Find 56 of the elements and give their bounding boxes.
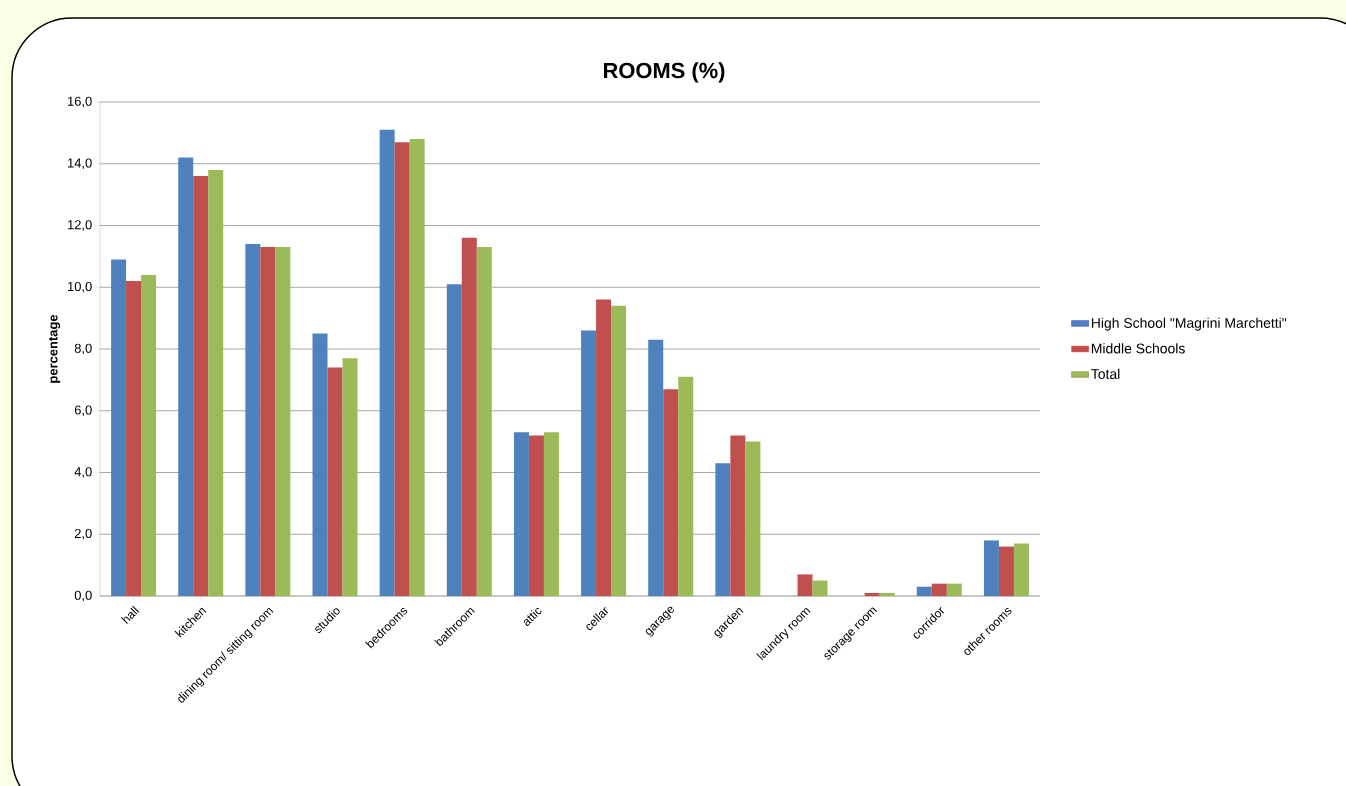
bar (528, 435, 544, 596)
bar (327, 367, 343, 596)
y-tick-label: 14,0 (68, 158, 92, 170)
bar (648, 339, 664, 596)
bar (126, 281, 142, 596)
bar (998, 546, 1014, 596)
bar (446, 284, 462, 596)
bar (678, 376, 694, 596)
y-tick-label: 12,0 (68, 220, 92, 231)
bar (596, 299, 612, 596)
legend-label: Total (1091, 368, 1120, 379)
bar (476, 247, 492, 596)
bar (946, 583, 962, 596)
y-tick-label: 2,0 (74, 528, 92, 540)
bar (1013, 543, 1029, 596)
bar (513, 432, 529, 596)
bar (141, 274, 157, 596)
bar (745, 441, 761, 596)
bar (730, 435, 746, 596)
bar (178, 157, 194, 596)
y-tick-label: 16,0 (68, 96, 92, 108)
legend-label: Middle Schools (1091, 343, 1185, 354)
bar (394, 142, 410, 596)
x-tick-label: attic (523, 607, 542, 626)
y-tick-label: 4,0 (74, 467, 92, 478)
bar (983, 540, 999, 596)
bar (111, 259, 127, 596)
bar (581, 330, 597, 596)
bar (797, 574, 813, 596)
bar (715, 463, 731, 596)
bar (461, 237, 477, 596)
bar (245, 244, 261, 596)
bar (916, 586, 932, 596)
legend-label: High School "Magrini Marchetti" (1091, 317, 1287, 331)
bar (208, 169, 224, 596)
bar (812, 580, 828, 596)
bar (543, 432, 559, 596)
bar (931, 583, 947, 596)
bar (663, 389, 679, 596)
y-tick-label: 6,0 (74, 405, 92, 417)
bar (312, 333, 328, 596)
y-tick-label: 8,0 (74, 343, 92, 355)
bar (611, 305, 627, 596)
bar (193, 176, 209, 596)
y-tick-label: 0,0 (74, 590, 92, 602)
bar (409, 139, 425, 596)
bar (379, 129, 395, 596)
y-axis-title: percentage (48, 314, 61, 383)
bar (879, 592, 895, 596)
x-tick-label: hall (120, 605, 140, 624)
y-tick-label: 10,0 (68, 281, 92, 293)
bar (864, 592, 880, 596)
bar (342, 358, 358, 596)
bar (275, 247, 291, 596)
bar (260, 247, 276, 596)
chart-title: ROOMS (%) (603, 62, 725, 83)
